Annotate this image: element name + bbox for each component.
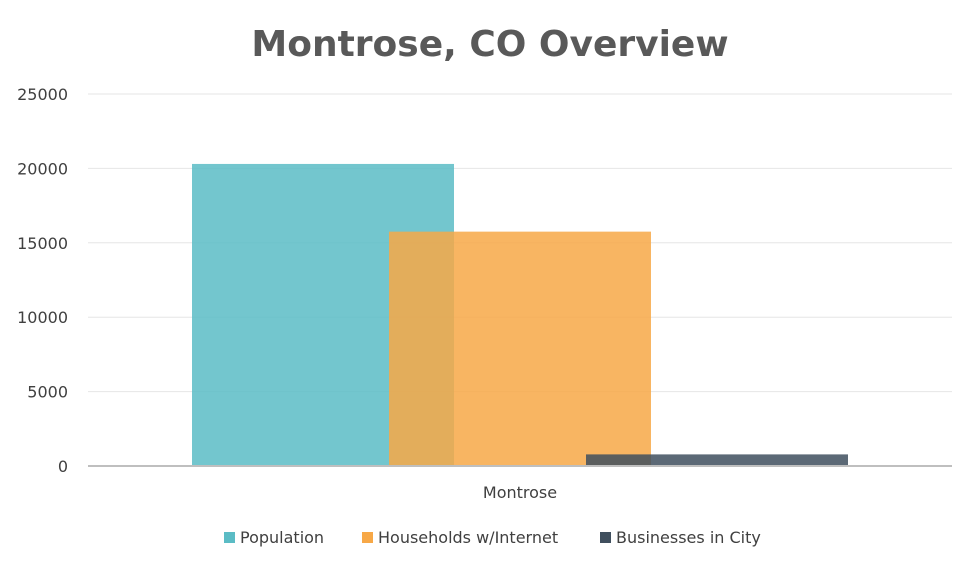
y-tick-labels: 0 5000 10000 15000 20000 25000 — [17, 85, 68, 476]
bar-households-w-internet — [389, 231, 651, 466]
legend-item: Businesses in City — [600, 528, 761, 547]
legend-item: Households w/Internet — [362, 528, 558, 547]
legend-label: Businesses in City — [616, 528, 761, 547]
legend: Population Households w/Internet Businesse… — [224, 528, 761, 547]
bar-businesses-in-city — [586, 454, 848, 466]
legend-label: Population — [240, 528, 324, 547]
y-tick-label: 10000 — [17, 308, 68, 327]
legend-swatch — [224, 532, 235, 543]
category-labels: Montrose — [483, 483, 557, 502]
legend-swatch — [362, 532, 373, 543]
category-label: Montrose — [483, 483, 557, 502]
legend-item: Population — [224, 528, 324, 547]
chart-title: Montrose, CO Overview — [251, 24, 728, 65]
y-tick-label: 20000 — [17, 159, 68, 178]
legend-label: Households w/Internet — [378, 528, 558, 547]
y-tick-label: 15000 — [17, 234, 68, 253]
y-tick-label: 5000 — [27, 383, 68, 402]
legend-swatch — [600, 532, 611, 543]
y-tick-label: 0 — [58, 457, 68, 476]
bar-layer — [192, 163, 848, 466]
y-tick-label: 25000 — [17, 85, 68, 104]
